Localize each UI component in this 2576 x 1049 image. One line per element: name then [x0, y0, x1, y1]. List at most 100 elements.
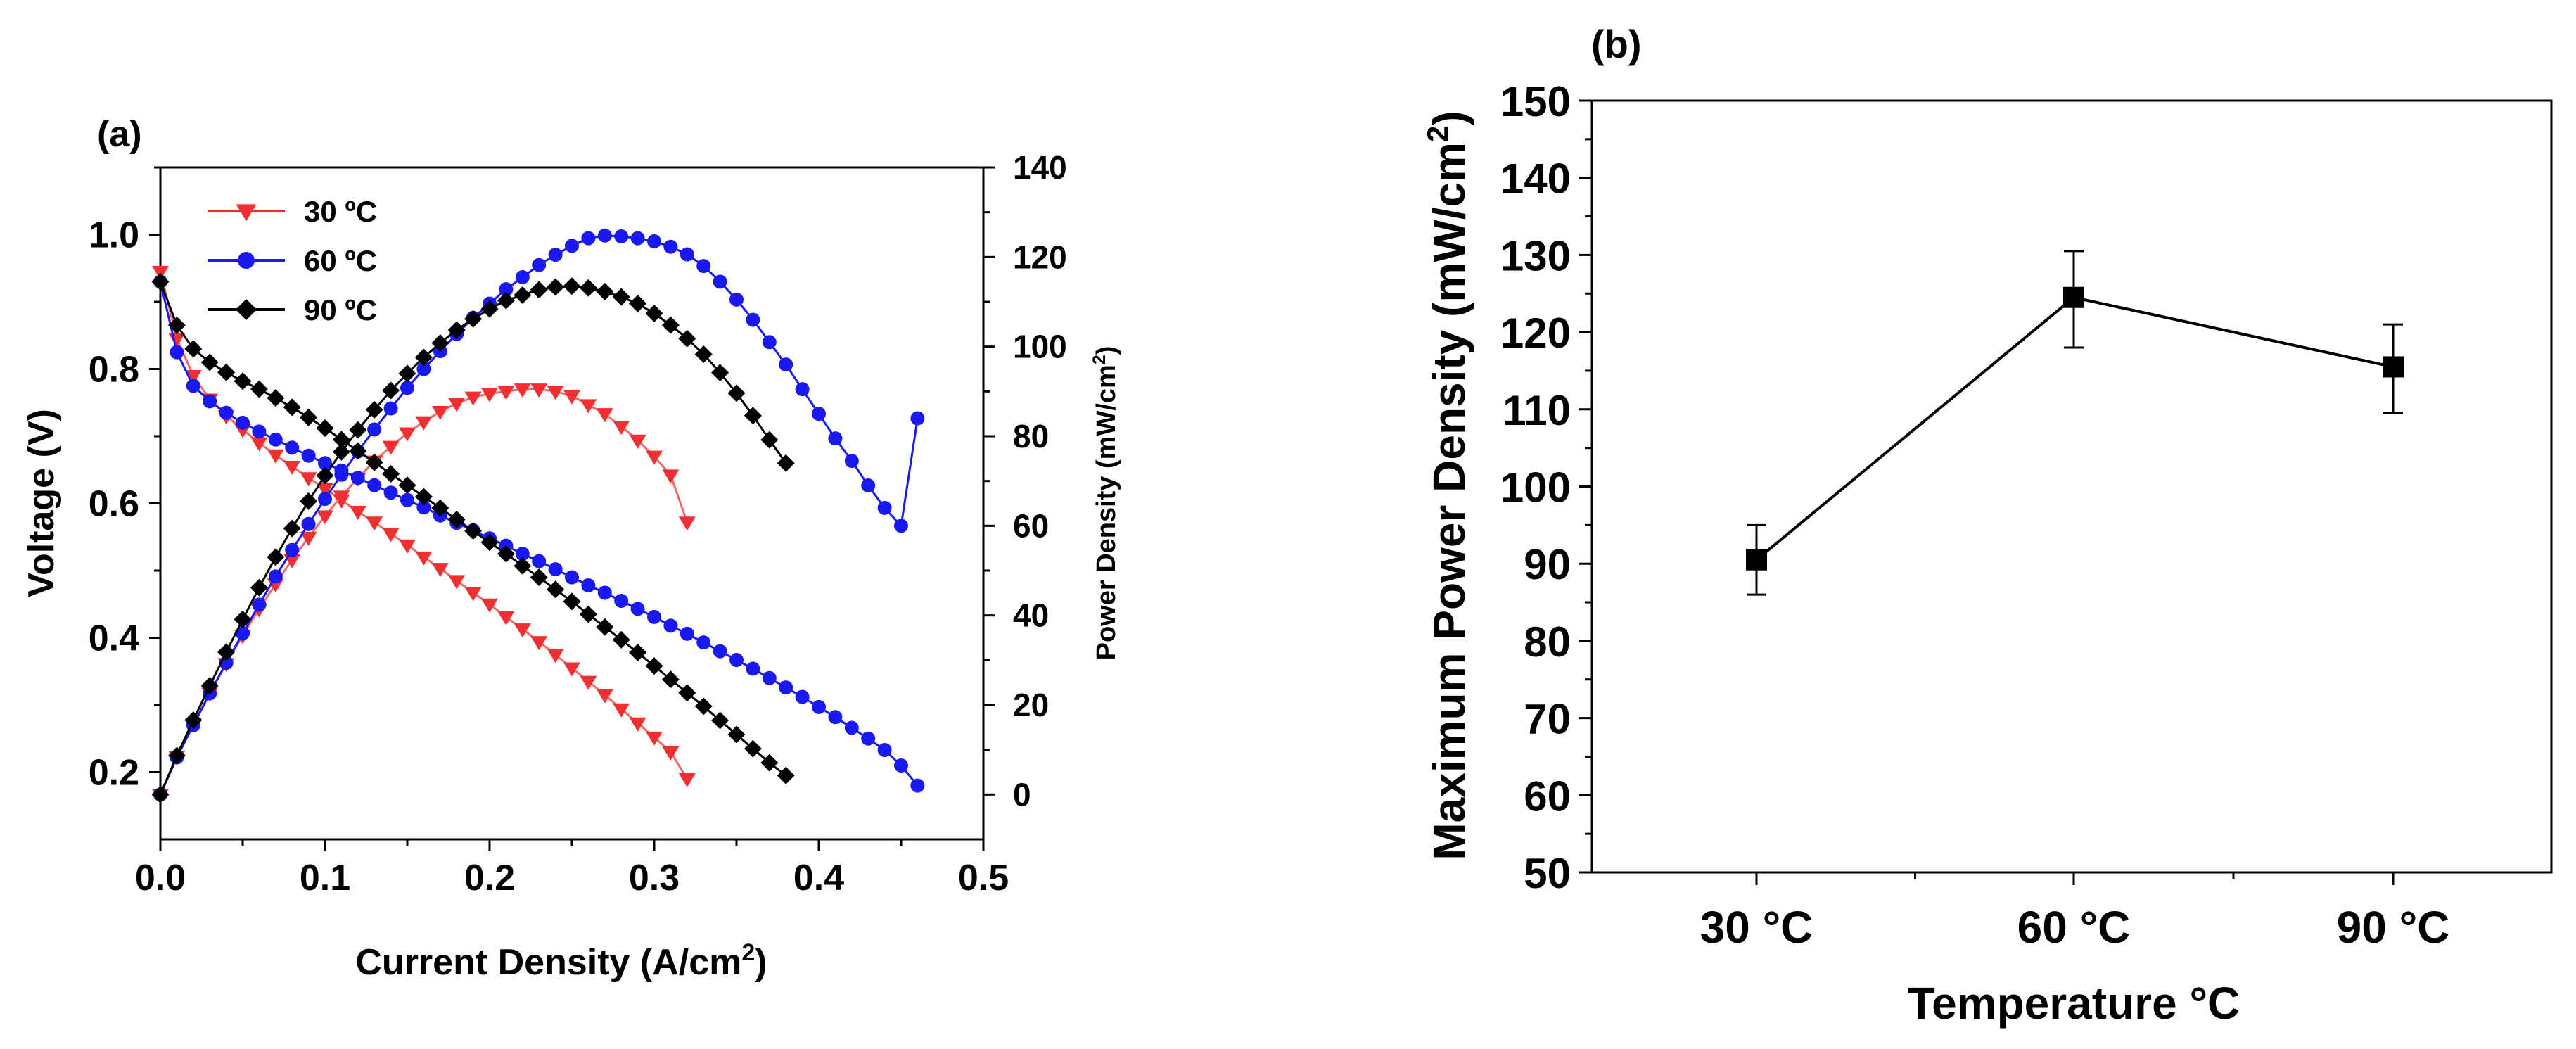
y2-tick-label: 60: [1013, 507, 1049, 544]
data-point: [646, 731, 663, 746]
data-point: [366, 516, 383, 531]
data-point: [184, 711, 203, 730]
data-point: [416, 500, 431, 515]
data-point: [250, 437, 268, 452]
panel-a-label: (a): [97, 114, 142, 155]
data-point: [316, 466, 334, 485]
data-point: [861, 731, 876, 746]
data-point: [300, 472, 317, 487]
data-point: [349, 442, 367, 460]
x-tick-label: 90 °C: [2337, 902, 2450, 953]
data-point: [547, 580, 565, 599]
y-tick-label: 150: [1500, 78, 1571, 125]
data-point: [151, 785, 170, 803]
data-point: [382, 440, 400, 455]
data-point: [760, 431, 779, 449]
data-point: [497, 611, 515, 625]
data-point: [300, 408, 318, 426]
data-point: [367, 478, 382, 492]
panel-a-series: [151, 228, 925, 803]
y-tick-label: 0.2: [89, 753, 139, 794]
y-tick-label: 50: [1524, 850, 1571, 897]
data-point: [630, 602, 645, 616]
data-point: [645, 657, 663, 675]
data-point: [629, 717, 646, 732]
panel-b-tick-labels: 50 60 70 80 90 100 110 120 130 140 150 30 °C 60 °C 90…: [1500, 78, 2450, 953]
legend-label: 30 ºC: [304, 195, 377, 228]
y-tick-label: 70: [1524, 696, 1571, 743]
data-point: [167, 316, 186, 334]
data-point: [713, 644, 727, 659]
y-tick-label: 0.4: [89, 618, 139, 659]
data-point: [680, 247, 694, 262]
data-point: [464, 310, 483, 328]
x-tick-label: 30 °C: [1700, 902, 1813, 953]
panel-b: (b) 50 60 70 80 90 100 110 120 130 140 150 30 °C 60 …: [1421, 22, 2553, 1029]
data-point: [383, 485, 398, 500]
data-point: [283, 519, 301, 538]
panel-a-plot-frame: [159, 166, 985, 841]
x-tick-label: 0.0: [135, 858, 186, 898]
data-point: [812, 407, 826, 421]
data-point: [746, 312, 760, 327]
data-point: [332, 443, 350, 461]
data-point: [431, 405, 449, 420]
data-point: [530, 281, 548, 299]
data-point: [795, 382, 810, 397]
data-point: [662, 746, 680, 761]
data-point: [678, 329, 696, 348]
x-tick-label: 0.2: [464, 858, 515, 898]
panel-a: (a) 0.0 0.1 0.2 0.3 0.4 0.5 0.2 0.4 0.6 0.8 1.0 0 20…: [21, 114, 1121, 983]
y-tick-label: 100: [1500, 464, 1571, 511]
data-point: [565, 570, 579, 585]
data-point: [2063, 286, 2084, 308]
data-point: [318, 492, 332, 507]
y-tick-label: 80: [1524, 618, 1571, 666]
data-point: [167, 746, 186, 765]
data-point: [1746, 549, 1767, 571]
data-point: [910, 778, 925, 793]
data-point: [268, 569, 283, 584]
data-point: [597, 585, 612, 600]
data-point: [795, 689, 810, 704]
data-point: [744, 407, 762, 425]
data-point: [694, 697, 713, 716]
panel-a-y-axis-title: Voltage (V): [21, 409, 62, 597]
data-point: [285, 440, 300, 455]
data-point: [581, 231, 596, 246]
panel-a-tick-labels: 0.0 0.1 0.2 0.3 0.4 0.5 0.2 0.4 0.6 0.8 1.0 0 20 40 60…: [89, 149, 1067, 898]
data-point: [480, 533, 499, 552]
data-point: [448, 398, 466, 412]
legend-label: 90 ºC: [304, 293, 377, 326]
data-point: [762, 670, 777, 685]
panel-a-y2-axis-title: Power Density (mW/cm2): [1090, 346, 1121, 661]
y2-tick-label: 100: [1013, 329, 1067, 365]
data-point: [597, 228, 612, 243]
panel-a-ticks: [149, 166, 995, 851]
data-point: [613, 703, 630, 718]
data-point: [300, 492, 318, 510]
panel-b-series: [1746, 250, 2404, 596]
data-point: [382, 528, 400, 542]
panel-b-plot-frame: [1590, 99, 2553, 874]
data-point: [184, 340, 203, 358]
y-tick-label: 60: [1524, 773, 1571, 820]
data-point: [184, 370, 202, 385]
data-point: [317, 510, 333, 525]
data-point: [844, 454, 859, 469]
data-point: [678, 516, 696, 531]
data-point: [334, 467, 349, 482]
data-point: [680, 626, 694, 641]
data-point: [711, 711, 729, 730]
data-point: [365, 453, 383, 471]
data-point: [596, 282, 614, 300]
data-point: [532, 258, 547, 272]
data-point: [532, 554, 547, 568]
data-point: [696, 259, 711, 274]
data-point: [877, 500, 892, 515]
panel-b-ticks: [1579, 99, 2395, 885]
data-point: [398, 364, 416, 383]
y2-tick-label: 0: [1013, 776, 1031, 813]
data-point: [415, 416, 433, 431]
data-point: [267, 548, 285, 566]
